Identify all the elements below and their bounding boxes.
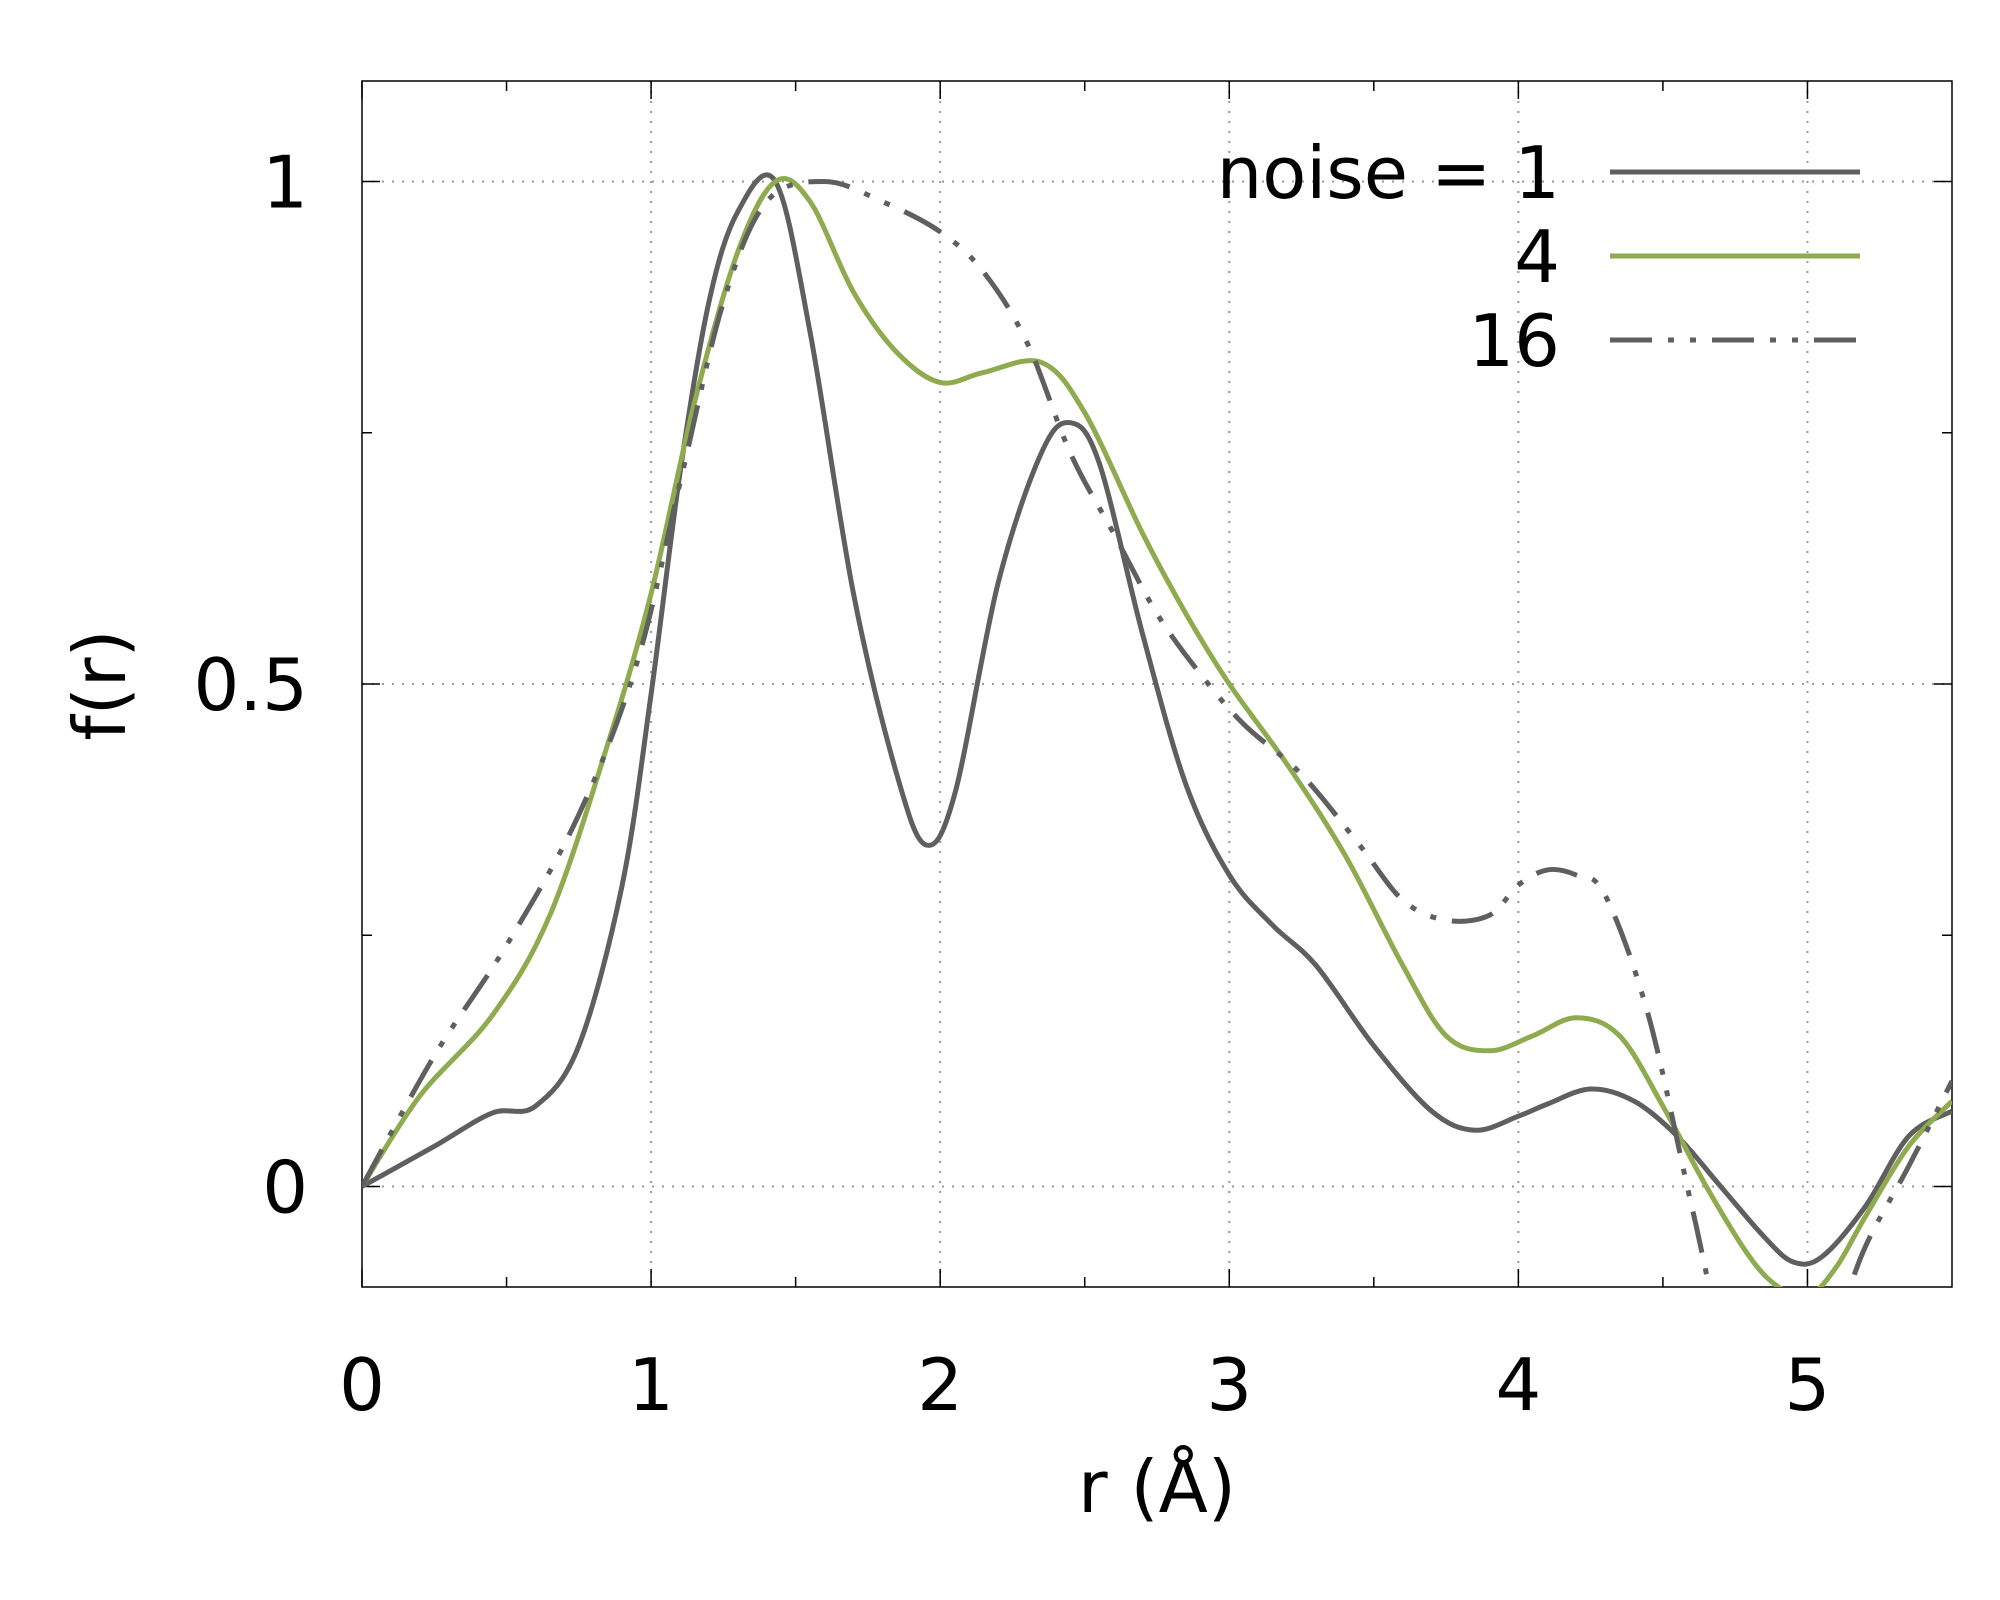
grid-lines — [362, 81, 1952, 1287]
x-tick-label: 1 — [628, 1343, 674, 1427]
x-tick-label: 4 — [1495, 1343, 1541, 1427]
series-line-2 — [362, 176, 1952, 1287]
series-lines — [362, 172, 1952, 1287]
x-tick-label: 5 — [1785, 1343, 1831, 1427]
x-tick-label: 3 — [1206, 1343, 1252, 1427]
legend-label-2: 4 — [1514, 215, 1560, 299]
x-tick-label: 2 — [917, 1343, 963, 1427]
legend-label-3: 16 — [1468, 299, 1560, 383]
x-tick-label: 0 — [339, 1343, 385, 1427]
y-axis-title: f(r) — [58, 629, 142, 740]
series-line-3 — [362, 179, 1952, 1287]
y-tick-label: 0.5 — [193, 643, 308, 727]
axis-ticks: 0 1 2 3 4 5 0 0.5 1 — [193, 81, 1952, 1427]
y-tick-label: 1 — [262, 141, 308, 225]
x-axis-title: r (Å) — [1078, 1445, 1236, 1529]
legend-label-1: noise = 1 — [1217, 131, 1560, 215]
series-line-1 — [362, 172, 1952, 1267]
y-tick-label: 0 — [262, 1146, 308, 1230]
